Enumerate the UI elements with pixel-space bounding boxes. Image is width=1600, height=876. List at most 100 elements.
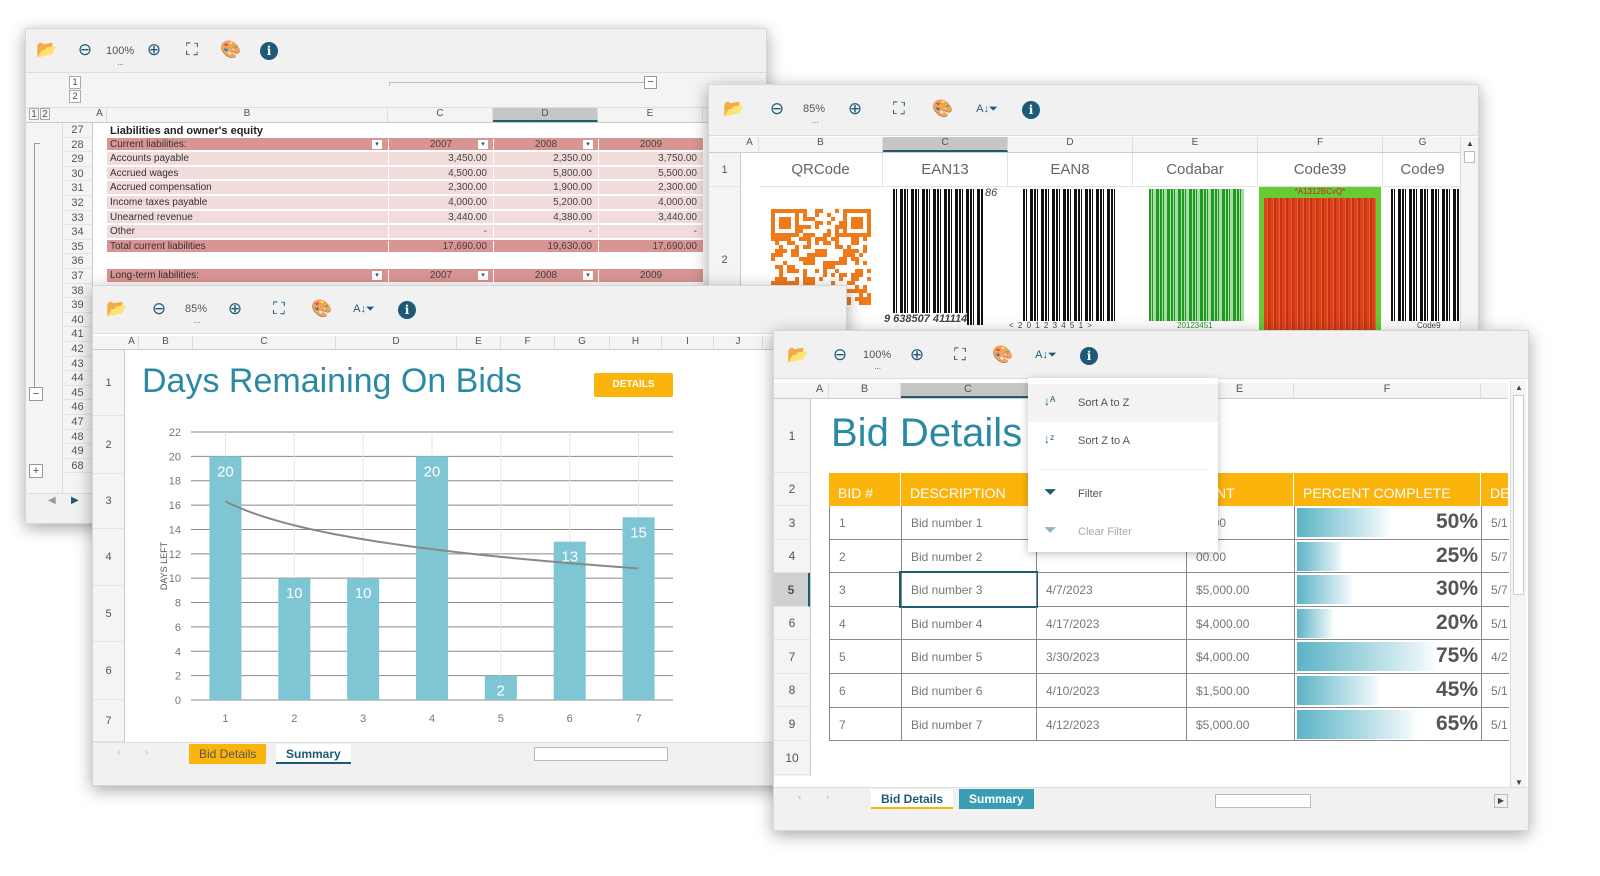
bar[interactable] — [209, 456, 242, 700]
year-header[interactable]: 2007 — [388, 138, 493, 152]
col-B[interactable]: B — [107, 108, 388, 122]
zoom-in-icon[interactable]: ⊕ — [909, 345, 925, 364]
filter-dropdown-icon[interactable]: ▾ — [478, 139, 488, 149]
row-1[interactable]: 1 — [709, 153, 740, 187]
col-H[interactable]: H — [610, 336, 662, 349]
vertical-scrollbar[interactable]: ▲ ▼ — [1510, 381, 1526, 789]
outline-level-2[interactable]: 2 — [69, 90, 81, 103]
row-header[interactable]: 34 — [63, 225, 92, 240]
details-button[interactable]: DETAILS — [594, 373, 673, 397]
next-sheet-arrow[interactable]: › — [826, 792, 830, 803]
col-G[interactable]: G — [1383, 137, 1463, 152]
tab-bid-details[interactable]: Bid Details — [189, 744, 267, 764]
row-header[interactable]: 39 — [63, 298, 92, 313]
value-cell[interactable]: 3,440.00 — [598, 211, 703, 225]
value-cell[interactable]: 3,750.00 — [598, 153, 703, 166]
cell[interactable]: Bid number 7 — [901, 707, 1036, 741]
menu-item-sort-a-to-z[interactable]: ↓ᴬ Sort A to Z — [1028, 384, 1218, 422]
fullscreen-icon[interactable]: ⛶ — [893, 99, 905, 118]
scroll-up-arrow[interactable]: ▲ — [1515, 383, 1523, 392]
row-header[interactable]: 4 — [774, 540, 810, 573]
cell[interactable]: 5/1 — [1481, 674, 1509, 707]
col-C[interactable]: C — [883, 137, 1008, 152]
row-header[interactable]: 10 — [774, 741, 810, 775]
col-B[interactable]: B — [829, 383, 901, 398]
row-header[interactable]: 4 — [93, 529, 124, 586]
row-header[interactable]: 29 — [63, 152, 92, 167]
row-outline-level-1[interactable]: 1 — [29, 108, 39, 120]
zoom-out-icon[interactable]: ⊖ — [832, 345, 848, 364]
sort-filter-icon[interactable]: A↓⏷ — [976, 103, 998, 115]
row-header[interactable]: 7 — [774, 640, 810, 674]
col-D[interactable]: D — [493, 108, 598, 122]
col-A[interactable]: A — [811, 383, 829, 398]
cell[interactable]: 2 — [829, 539, 901, 573]
col-A[interactable]: A — [125, 336, 139, 349]
row-header[interactable]: 40 — [63, 313, 92, 328]
row-header[interactable]: 44 — [63, 371, 92, 386]
barcode-type-label[interactable]: Code9 — [1383, 153, 1463, 187]
row-header[interactable]: 27 — [63, 123, 92, 138]
row-header[interactable]: 46 — [63, 400, 92, 415]
value-cell[interactable]: 2,300.00 — [388, 182, 493, 195]
percent-complete-cell[interactable]: 30% — [1294, 573, 1481, 607]
zoom-more[interactable]: ... — [874, 362, 881, 371]
cell[interactable]: 5/1 — [1481, 707, 1509, 741]
value-cell[interactable]: 4,500.00 — [388, 167, 493, 181]
value-cell[interactable]: 4,380.00 — [493, 211, 598, 225]
cell[interactable]: 4/12/2023 — [1036, 707, 1186, 741]
next-sheet-arrow[interactable]: › — [145, 747, 149, 758]
bar[interactable] — [416, 456, 448, 700]
cell[interactable]: 6 — [829, 674, 901, 707]
row-header[interactable]: 32 — [63, 196, 92, 211]
row-header[interactable]: 68 — [63, 459, 92, 474]
value-cell[interactable]: 4,000.00 — [388, 197, 493, 210]
year-header[interactable]: 2007 — [388, 270, 493, 283]
row-header[interactable]: 33 — [63, 211, 92, 226]
bar[interactable] — [553, 541, 586, 700]
cell[interactable]: 4/10/2023 — [1036, 674, 1186, 707]
col-D[interactable]: D — [336, 336, 457, 349]
cell[interactable]: 00.00 — [1186, 539, 1294, 573]
col-D[interactable]: D — [1008, 137, 1133, 152]
bar[interactable] — [347, 578, 380, 700]
value-cell[interactable]: 17,690.00 — [598, 240, 703, 254]
column-header[interactable]: PERCENT COMPLETE — [1294, 473, 1481, 506]
barcode-type-label[interactable]: EAN13 — [883, 153, 1008, 187]
row-outline-level-2[interactable]: 2 — [40, 108, 50, 120]
cell[interactable]: 5/1 — [1481, 506, 1509, 539]
col-F[interactable]: F — [501, 336, 555, 349]
bar[interactable] — [278, 578, 311, 700]
value-cell[interactable]: - — [598, 226, 703, 239]
col-B[interactable]: B — [759, 137, 883, 152]
filter-dropdown-icon[interactable]: ▾ — [372, 271, 382, 280]
col-I[interactable]: I — [662, 336, 714, 349]
cell[interactable]: Bid number 4 — [901, 606, 1036, 640]
info-icon[interactable]: i — [1078, 345, 1100, 365]
row-header[interactable]: 48 — [63, 430, 92, 445]
palette-icon[interactable]: 🎨 — [311, 299, 333, 318]
info-icon[interactable]: i — [1020, 99, 1042, 119]
value-cell[interactable]: 5,200.00 — [493, 197, 598, 210]
cell[interactable]: 4/7/2023 — [1036, 573, 1186, 607]
col-C[interactable]: C — [901, 383, 1036, 398]
year-header[interactable]: 2009 — [598, 138, 703, 152]
row-header[interactable]: 28 — [63, 138, 92, 153]
tab-summary[interactable]: Summary — [276, 744, 351, 764]
col-G[interactable]: G — [555, 336, 610, 349]
barcode-type-label[interactable]: QRCode — [759, 153, 883, 187]
row-header[interactable]: 1 — [774, 399, 810, 473]
palette-icon[interactable]: 🎨 — [992, 345, 1014, 364]
col-C[interactable]: C — [193, 336, 336, 349]
horizontal-scrollbar[interactable] — [534, 747, 668, 761]
percent-complete-cell[interactable]: 45% — [1294, 674, 1481, 707]
folder-open-icon[interactable]: 📂 — [106, 299, 128, 318]
value-cell[interactable]: 3,450.00 — [388, 153, 493, 166]
row-header[interactable]: 7 — [93, 700, 124, 742]
row-header[interactable]: 47 — [63, 415, 92, 430]
year-header[interactable]: 2008 — [493, 270, 598, 283]
zoom-level[interactable]: 100%... — [106, 45, 134, 67]
tab-bid-details[interactable]: Bid Details — [871, 789, 954, 809]
zoom-more[interactable]: ... — [117, 58, 124, 67]
cell[interactable]: 5/1 — [1481, 606, 1509, 640]
